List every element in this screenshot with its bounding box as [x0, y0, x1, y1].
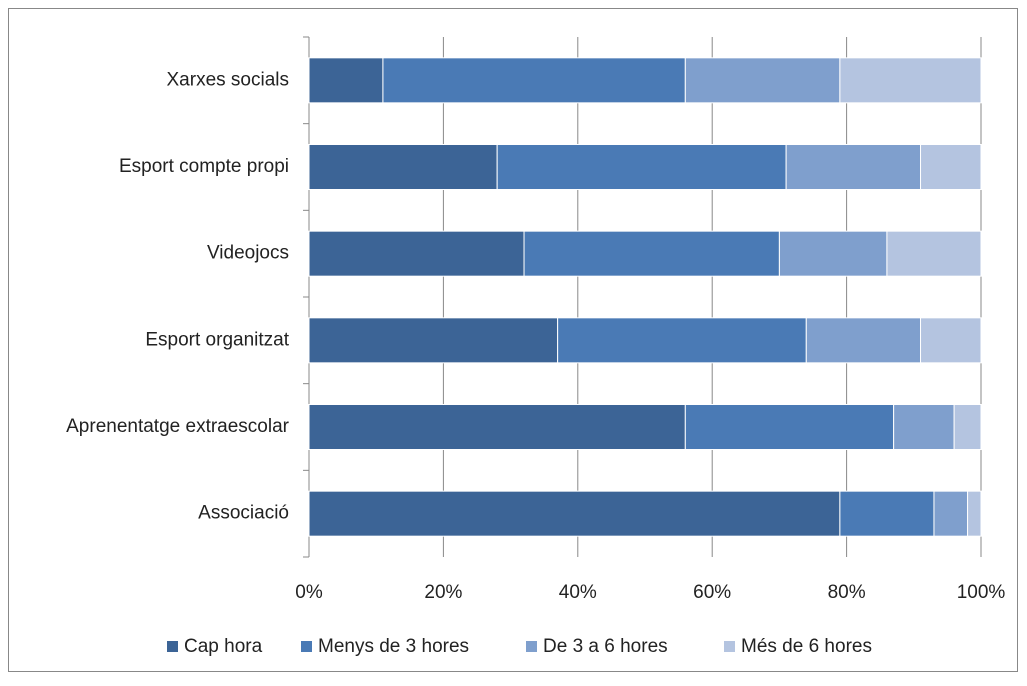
x-tick-label: 100% — [957, 582, 1006, 603]
legend-swatch — [167, 641, 178, 652]
legend-swatch — [301, 641, 312, 652]
legend-swatch — [526, 641, 537, 652]
y-tick-label: Videojocs — [207, 243, 289, 264]
y-tick-label: Xarxes socials — [167, 69, 290, 90]
bar-segment — [953, 404, 982, 450]
y-tick-label: Esport organitzat — [145, 329, 289, 350]
bar-segment — [785, 144, 922, 190]
legend-swatch — [724, 641, 735, 652]
bar-segment — [920, 144, 982, 190]
bar-segment — [839, 57, 982, 104]
bar-segment — [308, 230, 525, 277]
bar-segment — [308, 317, 559, 364]
y-tick-label: Associació — [198, 503, 289, 524]
bar-segment — [496, 144, 787, 190]
legend-label: Més de 6 hores — [741, 636, 872, 657]
y-tick-label: Esport compte propi — [119, 156, 289, 177]
bar-segment — [886, 230, 982, 277]
legend-label: De 3 a 6 hores — [543, 636, 668, 657]
bar-segment — [557, 317, 807, 364]
bar-segment — [308, 144, 498, 190]
x-tick-label: 40% — [559, 582, 597, 603]
x-tick-label: 80% — [828, 582, 866, 603]
x-tick-label: 20% — [424, 582, 462, 603]
bar-segment — [684, 404, 895, 450]
bar-segment — [308, 57, 384, 104]
bar-segment — [920, 317, 982, 364]
bar-segment — [684, 57, 841, 104]
bar-segment — [382, 57, 686, 104]
x-tick-label: 60% — [693, 582, 731, 603]
bar-segment — [933, 490, 969, 537]
y-tick-label: Aprenentatge extraescolar — [66, 416, 290, 437]
bar-segment — [893, 404, 955, 450]
bar-segment — [523, 230, 780, 277]
bar-segment — [308, 490, 841, 537]
x-tick-label: 0% — [295, 582, 323, 603]
legend-label: Cap hora — [184, 636, 263, 657]
bar-segment — [308, 404, 686, 450]
bar-segment — [839, 490, 935, 537]
bar-segment — [805, 317, 922, 364]
legend-label: Menys de 3 hores — [318, 636, 469, 657]
bar-segment — [967, 490, 982, 537]
bar-segment — [778, 230, 888, 277]
